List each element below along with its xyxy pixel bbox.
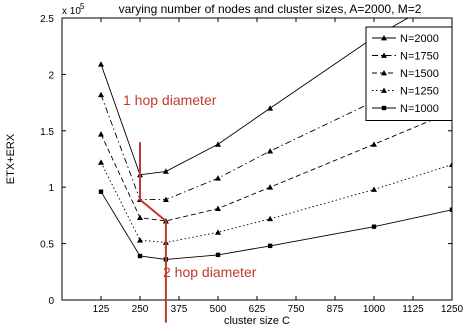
legend-label: N=1500 [400, 68, 439, 80]
legend-label: N=1000 [400, 103, 439, 115]
x-tick-label: 375 [171, 304, 188, 315]
x-tick-label: 250 [132, 304, 149, 315]
y-tick-label: 2.5 [40, 14, 54, 25]
x-tick-label: 625 [249, 304, 266, 315]
data-point [371, 186, 377, 192]
legend-marker [381, 105, 387, 111]
data-point [98, 189, 104, 194]
data-point [215, 175, 221, 181]
chart-title: varying number of nodes and cluster size… [119, 2, 422, 16]
x-tick-label: 875 [327, 304, 344, 315]
data-point [98, 61, 104, 67]
series-line [100, 162, 452, 243]
legend-marker [381, 52, 387, 58]
series-line [100, 191, 452, 260]
legend-entry: N=1500 [372, 68, 439, 80]
x-tick-label: 1000 [363, 304, 386, 315]
data-point [162, 168, 169, 174]
legend-label: N=2000 [400, 33, 439, 45]
data-point [371, 224, 377, 229]
legend-entry: N=2000 [372, 33, 439, 45]
data-point [137, 237, 143, 243]
legend-marker [381, 35, 387, 41]
data-point [98, 159, 104, 165]
data-point [137, 214, 143, 221]
y-axis-label: ETX+ERX [5, 133, 17, 184]
y-tick-label: 0.5 [40, 240, 54, 251]
data-point [98, 91, 104, 98]
data-point [162, 196, 169, 203]
data-point [215, 252, 221, 258]
legend-marker [381, 70, 387, 76]
legend-marker [381, 87, 387, 93]
data-point [371, 141, 377, 147]
y-tick-label: 0 [48, 296, 54, 307]
x-tick-label: 1125 [402, 304, 424, 315]
data-point [137, 253, 143, 259]
data-point [267, 215, 274, 222]
data-point [267, 148, 274, 154]
data-point [215, 205, 221, 212]
series-n-1000 [98, 189, 452, 262]
y-tick-label: 1 [48, 183, 54, 194]
series-n-1250 [98, 159, 452, 245]
x-tick-label: 1250 [441, 304, 464, 315]
series-n-1500 [98, 108, 452, 224]
series-line [100, 111, 452, 222]
x-tick-label: 500 [210, 304, 227, 315]
legend-entry: N=1000 [372, 103, 439, 115]
x-tick-label: 125 [93, 304, 110, 315]
annotation-2-hop: 2 hop diameter [163, 264, 257, 280]
data-point [267, 243, 273, 249]
y-scale-label: x 10 [62, 6, 81, 17]
x-axis-label: cluster size C [224, 315, 290, 326]
legend-label: N=1750 [400, 51, 439, 63]
legend-entry: N=1750 [372, 51, 439, 63]
data-point [267, 184, 274, 190]
data-point [215, 229, 221, 235]
data-point [98, 131, 104, 137]
y-tick-label: 1.5 [40, 127, 54, 138]
legend: N=2000 N=1750 N=1500 N=1250 N=1000 [365, 26, 453, 121]
legend-label: N=1250 [400, 86, 439, 98]
y-scale-exponent: 5 [80, 2, 85, 11]
legend-entry: N=1250 [372, 86, 439, 98]
x-tick-label: 750 [288, 304, 305, 315]
hop-boundary-line [139, 142, 167, 323]
data-point [449, 207, 452, 212]
annotation-1-hop: 1 hop diameter [123, 92, 217, 108]
legend-box [365, 26, 453, 121]
data-point [449, 161, 452, 168]
data-point [215, 141, 221, 147]
data-point [267, 105, 274, 111]
y-tick-label: 2 [48, 70, 54, 81]
